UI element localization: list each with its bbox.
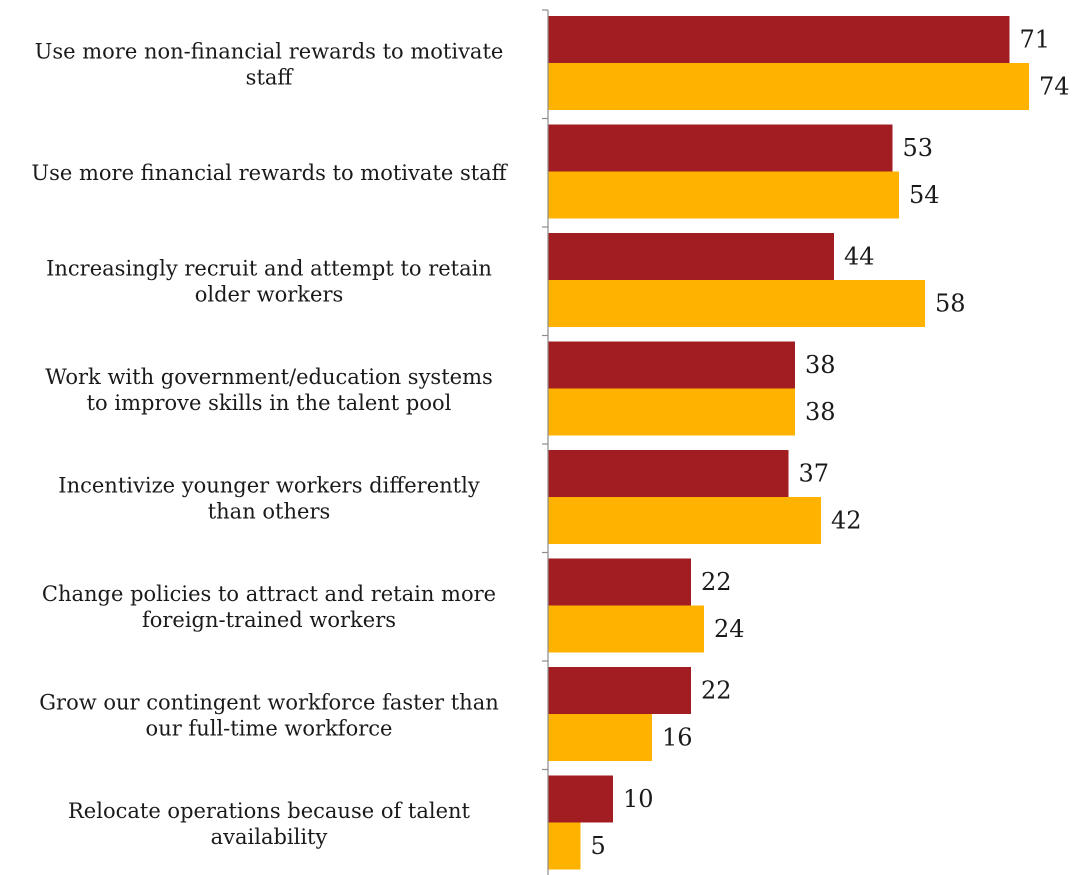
data-label: 74	[1039, 73, 1070, 101]
data-label: 16	[662, 724, 693, 752]
bar-series-2	[548, 63, 1029, 110]
category-label: Grow our contingent workforce faster tha…	[39, 690, 498, 714]
data-label: 22	[701, 568, 732, 596]
category-label: Relocate operations because of talent	[68, 799, 471, 823]
category-label: Change policies to attract and retain mo…	[42, 582, 496, 606]
axis-ticks-group	[542, 9, 548, 771]
category-label: Use more non-financial rewards to motiva…	[35, 39, 504, 63]
bar-series-2	[548, 388, 795, 436]
bar-series-2	[548, 280, 925, 327]
category-label: staff	[246, 65, 295, 89]
bar-series-1	[548, 124, 893, 172]
bar-series-2	[548, 714, 652, 761]
data-label: 42	[831, 507, 862, 535]
data-label: 44	[844, 243, 875, 271]
bar-series-2	[548, 497, 821, 544]
bar-series-2	[548, 605, 704, 653]
data-label: 58	[935, 290, 966, 318]
category-label: to improve skills in the talent pool	[87, 391, 452, 415]
category-label: Incentivize younger workers differently	[58, 473, 480, 497]
data-label: 38	[805, 398, 836, 426]
category-label: Increasingly recruit and attempt to reta…	[46, 256, 492, 280]
category-label: availability	[211, 825, 328, 849]
bar-series-1	[548, 667, 691, 714]
data-label: 22	[701, 677, 732, 705]
data-label: 10	[623, 785, 654, 813]
bar-series-1	[548, 341, 795, 389]
bar-series-1	[548, 558, 691, 606]
bar-series-2	[548, 822, 581, 870]
category-label: Work with government/education systems	[45, 365, 493, 389]
bar-series-2	[548, 171, 899, 219]
category-label: older workers	[195, 282, 344, 306]
category-label: foreign-trained workers	[142, 608, 396, 632]
data-label: 71	[1020, 26, 1051, 54]
category-label: our full-time workforce	[146, 716, 393, 740]
category-label: Use more financial rewards to motivate s…	[31, 161, 508, 185]
data-label: 24	[714, 615, 745, 643]
data-label: 54	[909, 181, 940, 209]
labels-group: 71 74 Use more non-financial rewards to mo…	[31, 26, 1069, 861]
bar-series-1	[548, 450, 789, 497]
category-label: than others	[208, 499, 331, 523]
bar-series-1	[548, 775, 613, 823]
data-label: 53	[903, 134, 934, 162]
data-label: 37	[799, 460, 830, 488]
data-label: 5	[591, 832, 606, 860]
bar-series-1	[548, 16, 1010, 63]
bars-group	[548, 16, 1029, 870]
data-label: 38	[805, 351, 836, 379]
bar-series-1	[548, 233, 834, 280]
